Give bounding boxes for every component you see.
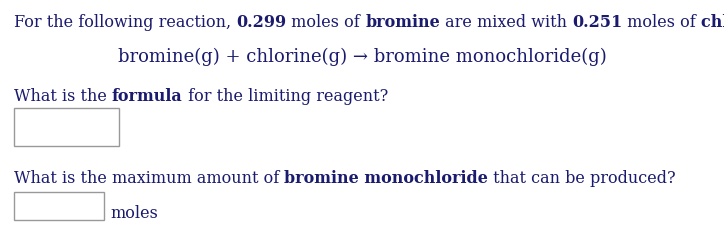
Text: 0.299: 0.299 — [236, 14, 287, 31]
Bar — [14, 108, 119, 146]
Text: bromine monochloride: bromine monochloride — [285, 170, 488, 187]
Text: for the limiting reagent?: for the limiting reagent? — [182, 88, 388, 105]
Text: moles of: moles of — [623, 14, 702, 31]
Text: bromine: bromine — [365, 14, 440, 31]
Text: For the following reaction,: For the following reaction, — [14, 14, 236, 31]
Text: What is the maximum amount of: What is the maximum amount of — [14, 170, 285, 187]
Text: moles: moles — [110, 205, 158, 222]
Text: formula: formula — [112, 88, 182, 105]
Text: chlorine gas: chlorine gas — [702, 14, 724, 31]
Text: that can be produced?: that can be produced? — [488, 170, 676, 187]
Text: 0.251: 0.251 — [572, 14, 623, 31]
Text: bromine(g) + chlorine(g) → bromine monochloride(g): bromine(g) + chlorine(g) → bromine monoc… — [117, 48, 607, 66]
Text: What is the: What is the — [14, 88, 112, 105]
Bar — [14, 192, 104, 220]
Text: are mixed with: are mixed with — [440, 14, 572, 31]
Text: moles of: moles of — [287, 14, 365, 31]
